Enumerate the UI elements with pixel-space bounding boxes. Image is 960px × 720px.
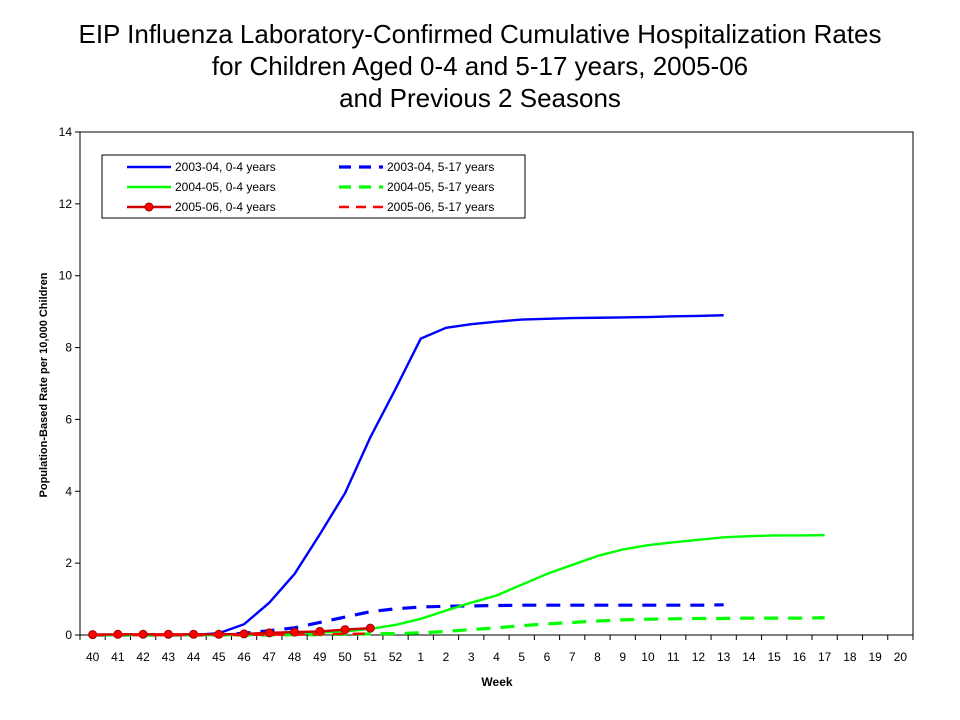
y-tick-label: 0 xyxy=(65,628,72,642)
y-axis-label: Population-Based Rate per 10,000 Childre… xyxy=(38,272,50,497)
y-tick-label: 8 xyxy=(65,341,72,355)
data-point xyxy=(264,628,274,638)
legend-label: 2004-05, 5-17 years xyxy=(387,180,494,194)
x-tick-label: 44 xyxy=(187,650,201,664)
x-tick-label: 45 xyxy=(212,650,226,664)
y-tick-label: 4 xyxy=(65,484,72,498)
x-tick-label: 52 xyxy=(389,650,403,664)
legend-marker xyxy=(144,202,154,212)
x-tick-label: 40 xyxy=(86,650,100,664)
legend-item: 2004-05, 0-4 years xyxy=(127,180,276,194)
chart-title: EIP Influenza Laboratory-Confirmed Cumul… xyxy=(0,18,960,114)
x-tick-label: 6 xyxy=(544,650,551,664)
x-tick-label: 10 xyxy=(641,650,655,664)
title-line-3: and Previous 2 Seasons xyxy=(339,83,621,113)
x-tick-label: 49 xyxy=(313,650,327,664)
legend-item: 2005-06, 5-17 years xyxy=(339,200,494,214)
x-tick-label: 48 xyxy=(288,650,302,664)
x-tick-label: 11 xyxy=(667,650,680,664)
x-tick-label: 41 xyxy=(111,650,125,664)
y-tick-label: 6 xyxy=(65,412,72,426)
x-tick-label: 15 xyxy=(767,650,781,664)
series-2005-06-5-17-years xyxy=(92,632,371,637)
legend-label: 2003-04, 0-4 years xyxy=(175,160,276,174)
title-line-1: EIP Influenza Laboratory-Confirmed Cumul… xyxy=(78,19,882,49)
legend-box xyxy=(101,154,526,219)
y-tick-label: 2 xyxy=(65,556,72,570)
x-tick-label: 19 xyxy=(868,650,882,664)
x-tick-label: 1 xyxy=(417,650,424,664)
data-point xyxy=(163,629,173,639)
x-tick-label: 46 xyxy=(237,650,251,664)
legend-label: 2004-05, 0-4 years xyxy=(175,180,276,194)
legend-label: 2005-06, 0-4 years xyxy=(175,200,276,214)
x-tick-label: 42 xyxy=(136,650,150,664)
legend-item: 2005-06, 0-4 years xyxy=(127,200,276,214)
x-tick-label: 7 xyxy=(569,650,576,664)
x-tick-label: 14 xyxy=(742,650,756,664)
x-tick-label: 12 xyxy=(692,650,706,664)
x-tick-label: 47 xyxy=(263,650,277,664)
legend-label: 2005-06, 5-17 years xyxy=(387,200,494,214)
x-tick-label: 8 xyxy=(594,650,601,664)
legend-item: 2003-04, 5-17 years xyxy=(339,160,494,174)
x-tick-label: 2 xyxy=(443,650,450,664)
x-tick-label: 50 xyxy=(338,650,352,664)
x-tick-label: 13 xyxy=(717,650,731,664)
data-point xyxy=(340,625,350,635)
x-tick-label: 4 xyxy=(493,650,500,664)
series-line xyxy=(92,632,371,637)
legend-label: 2003-04, 5-17 years xyxy=(387,160,494,174)
y-tick-label: 14 xyxy=(59,125,73,139)
legend-item: 2003-04, 0-4 years xyxy=(127,160,276,174)
x-tick-label: 43 xyxy=(162,650,176,664)
x-tick-label: 3 xyxy=(468,650,475,664)
x-tick-label: 51 xyxy=(364,650,378,664)
x-axis-label: Week xyxy=(481,675,512,689)
x-tick-label: 16 xyxy=(793,650,807,664)
x-tick-label: 17 xyxy=(818,650,832,664)
x-tick-label: 18 xyxy=(843,650,857,664)
x-tick-label: 5 xyxy=(518,650,525,664)
y-tick-label: 10 xyxy=(59,269,73,283)
title-line-2: for Children Aged 0-4 and 5-17 years, 20… xyxy=(211,51,749,81)
x-tick-label: 20 xyxy=(894,650,908,664)
data-point xyxy=(365,623,375,633)
legend-item: 2004-05, 5-17 years xyxy=(339,180,494,194)
x-tick-label: 9 xyxy=(619,650,626,664)
y-tick-label: 12 xyxy=(59,197,73,211)
